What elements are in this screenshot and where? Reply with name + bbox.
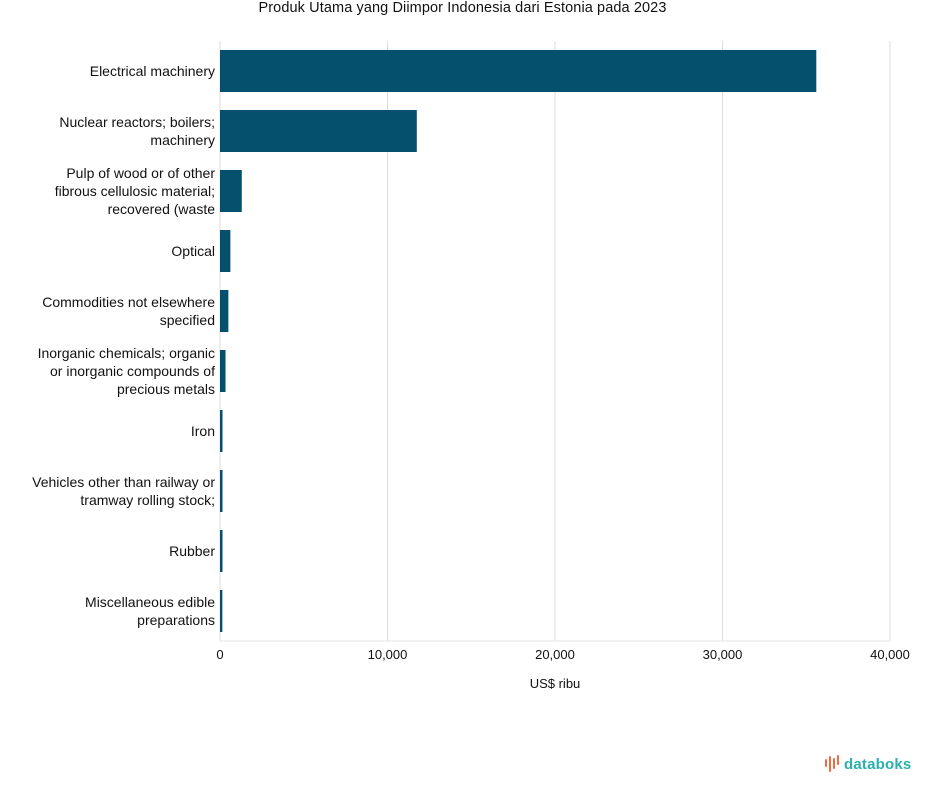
y-category-label: Rubber [169, 543, 215, 559]
databoks-logo: databoks [824, 754, 911, 774]
x-tick-label: 10,000 [368, 647, 408, 662]
bar [220, 170, 242, 212]
bar [220, 530, 223, 572]
bar [220, 290, 229, 332]
brand-name: databoks [844, 755, 912, 773]
y-category-label: Inorganic chemicals; organic or inorganic… [38, 345, 216, 397]
y-category-label: Nuclear reactors; boilers; machinery [59, 114, 215, 148]
x-tick-label: 0 [216, 647, 223, 662]
y-category-label: Iron [191, 423, 215, 439]
y-category-label: Miscellaneous edible preparations [85, 594, 215, 628]
y-category-label: Vehicles other than railway or tramway ro… [32, 474, 215, 508]
x-tick-label: 20,000 [535, 647, 575, 662]
bar [220, 50, 817, 92]
x-tick-label: 30,000 [703, 647, 743, 662]
bar [220, 110, 417, 152]
y-category-label: Electrical machinery [90, 63, 215, 79]
bar [220, 350, 226, 392]
x-tick-label: 40,000 [870, 647, 910, 662]
bar [220, 470, 223, 512]
chart-title: Produk Utama yang Diimpor Indonesia dari… [258, 0, 667, 16]
bar [220, 410, 223, 452]
bar [220, 590, 223, 632]
y-category-label: Pulp of wood or of other fibrous cellulos… [55, 165, 216, 217]
y-category-label: Optical [171, 243, 215, 259]
x-axis-label: US$ ribu [530, 676, 581, 691]
y-category-label: Commodities not elsewhere specified [42, 294, 215, 328]
databoks-icon [825, 755, 839, 772]
bar [220, 230, 231, 272]
